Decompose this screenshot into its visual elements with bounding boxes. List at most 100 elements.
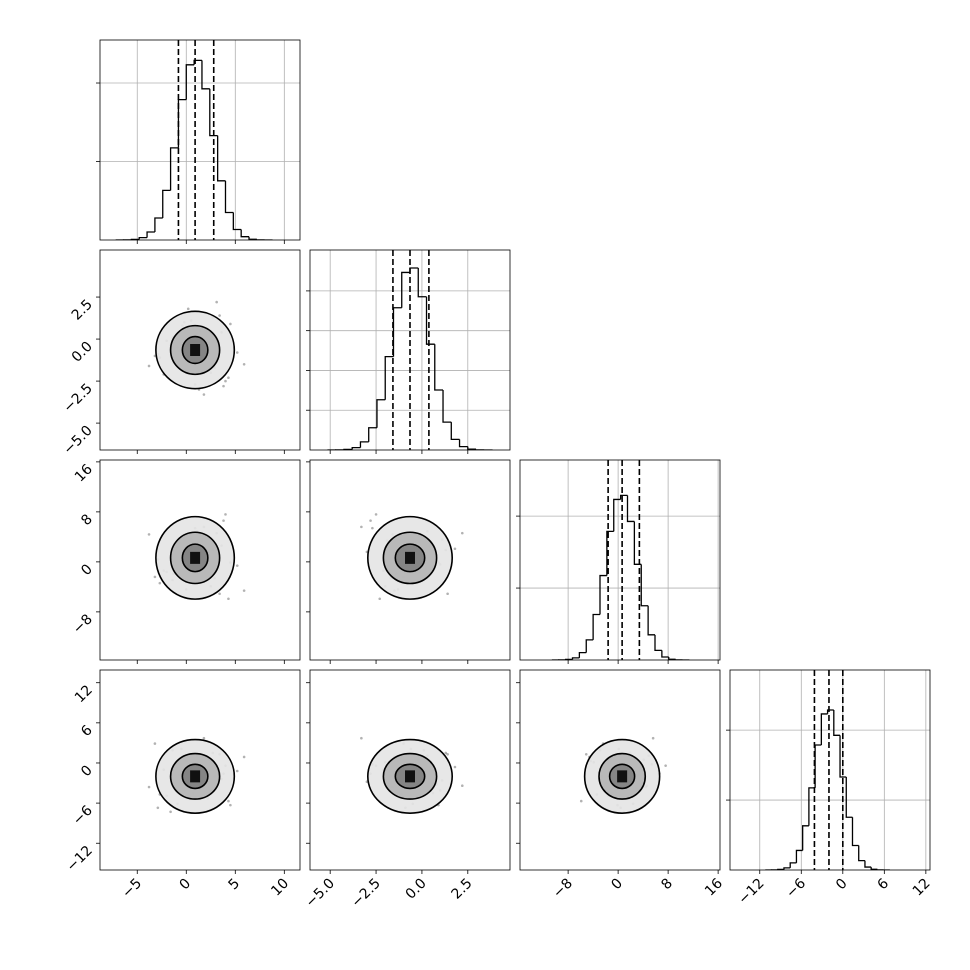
sample-point <box>153 575 157 579</box>
sample-point <box>242 589 246 592</box>
sample-point <box>235 564 239 567</box>
density-core <box>405 770 415 783</box>
histogram-bin <box>417 267 427 298</box>
histogram-bin <box>185 64 195 100</box>
histogram-bin <box>376 399 386 428</box>
axes-frame <box>519 669 721 871</box>
sample-point <box>242 362 246 366</box>
histogram-bin <box>789 862 797 868</box>
histogram-bin <box>826 709 834 714</box>
histogram-bin <box>162 189 171 219</box>
sample-point <box>453 765 457 769</box>
histogram-bin <box>425 296 435 345</box>
axes-frame <box>309 249 511 451</box>
density-core <box>190 770 201 783</box>
histogram-bin <box>458 439 468 448</box>
axes-frame <box>99 669 301 871</box>
histogram-bin <box>571 657 580 660</box>
sample-point <box>153 742 157 745</box>
histogram-bin <box>599 574 607 615</box>
sample-point <box>584 752 588 756</box>
sample-point <box>222 519 225 522</box>
panel <box>579 736 667 814</box>
histogram-bin <box>592 613 600 640</box>
density-core <box>617 770 628 783</box>
histogram-bin <box>613 498 621 532</box>
density-core <box>405 551 415 564</box>
sample-point <box>156 806 160 810</box>
histogram-bin <box>450 422 460 440</box>
sample-point <box>227 376 230 380</box>
histogram-bin <box>619 494 628 500</box>
sample-point <box>186 307 190 311</box>
histogram-bin <box>224 180 234 214</box>
histogram-bin <box>578 652 587 658</box>
histogram-bin <box>626 495 635 523</box>
histogram-bin <box>858 845 865 862</box>
sample-point <box>224 379 227 383</box>
sample-point <box>369 519 372 522</box>
panel <box>147 300 246 396</box>
axes-frame <box>99 459 301 661</box>
histogram-bin <box>209 88 218 137</box>
density-core <box>190 344 201 356</box>
axes-frame <box>99 39 301 241</box>
sample-point <box>218 592 221 596</box>
sample-point <box>235 351 239 354</box>
histogram-bin <box>795 849 803 863</box>
sample-point <box>202 393 206 396</box>
histogram-bin <box>820 713 828 745</box>
axes-frame <box>99 249 301 451</box>
axes-frame <box>309 459 511 661</box>
histogram-bin <box>467 446 477 450</box>
sample-point <box>360 736 363 740</box>
sample-point <box>227 799 230 803</box>
histogram-bin <box>138 236 148 240</box>
sample-point <box>374 513 378 516</box>
panel <box>765 670 890 870</box>
sample-point <box>446 592 449 596</box>
axes-frame <box>309 669 511 871</box>
panel <box>360 736 464 814</box>
sample-point <box>227 597 230 601</box>
density-core <box>190 551 201 564</box>
histogram-bin <box>248 236 257 240</box>
histogram-bin <box>216 135 226 182</box>
sample-point <box>651 736 655 740</box>
histogram-bin <box>661 650 669 658</box>
sample-point <box>444 751 448 755</box>
histogram-bin <box>647 605 655 636</box>
sample-point <box>147 364 151 368</box>
panel <box>147 736 246 814</box>
histogram-bin <box>240 229 250 238</box>
sample-point <box>378 597 382 601</box>
histogram-bin <box>384 355 394 400</box>
histogram-bin <box>808 787 816 826</box>
histogram-bin <box>864 860 872 868</box>
sample-point <box>371 526 374 530</box>
sample-point <box>453 547 457 551</box>
sample-point <box>229 803 232 807</box>
panel <box>115 40 273 240</box>
histogram-bin <box>359 441 369 448</box>
histogram-bin <box>802 825 809 851</box>
panel <box>147 513 246 601</box>
sample-point <box>169 810 172 814</box>
sample-point <box>460 531 464 535</box>
histogram-bin <box>870 867 878 870</box>
sample-point <box>664 764 667 767</box>
sample-point <box>202 736 206 740</box>
histogram-bin <box>668 656 676 660</box>
histogram-bin <box>839 735 847 778</box>
histogram-bin <box>146 231 155 238</box>
histogram-bin <box>434 344 444 391</box>
histogram-bin <box>654 634 662 652</box>
sample-point <box>460 784 464 788</box>
histogram-bin <box>845 776 853 818</box>
sample-point <box>360 525 363 529</box>
sample-point <box>147 785 151 789</box>
sample-point <box>229 322 232 326</box>
panel <box>551 460 690 660</box>
histogram-bin <box>851 817 859 847</box>
